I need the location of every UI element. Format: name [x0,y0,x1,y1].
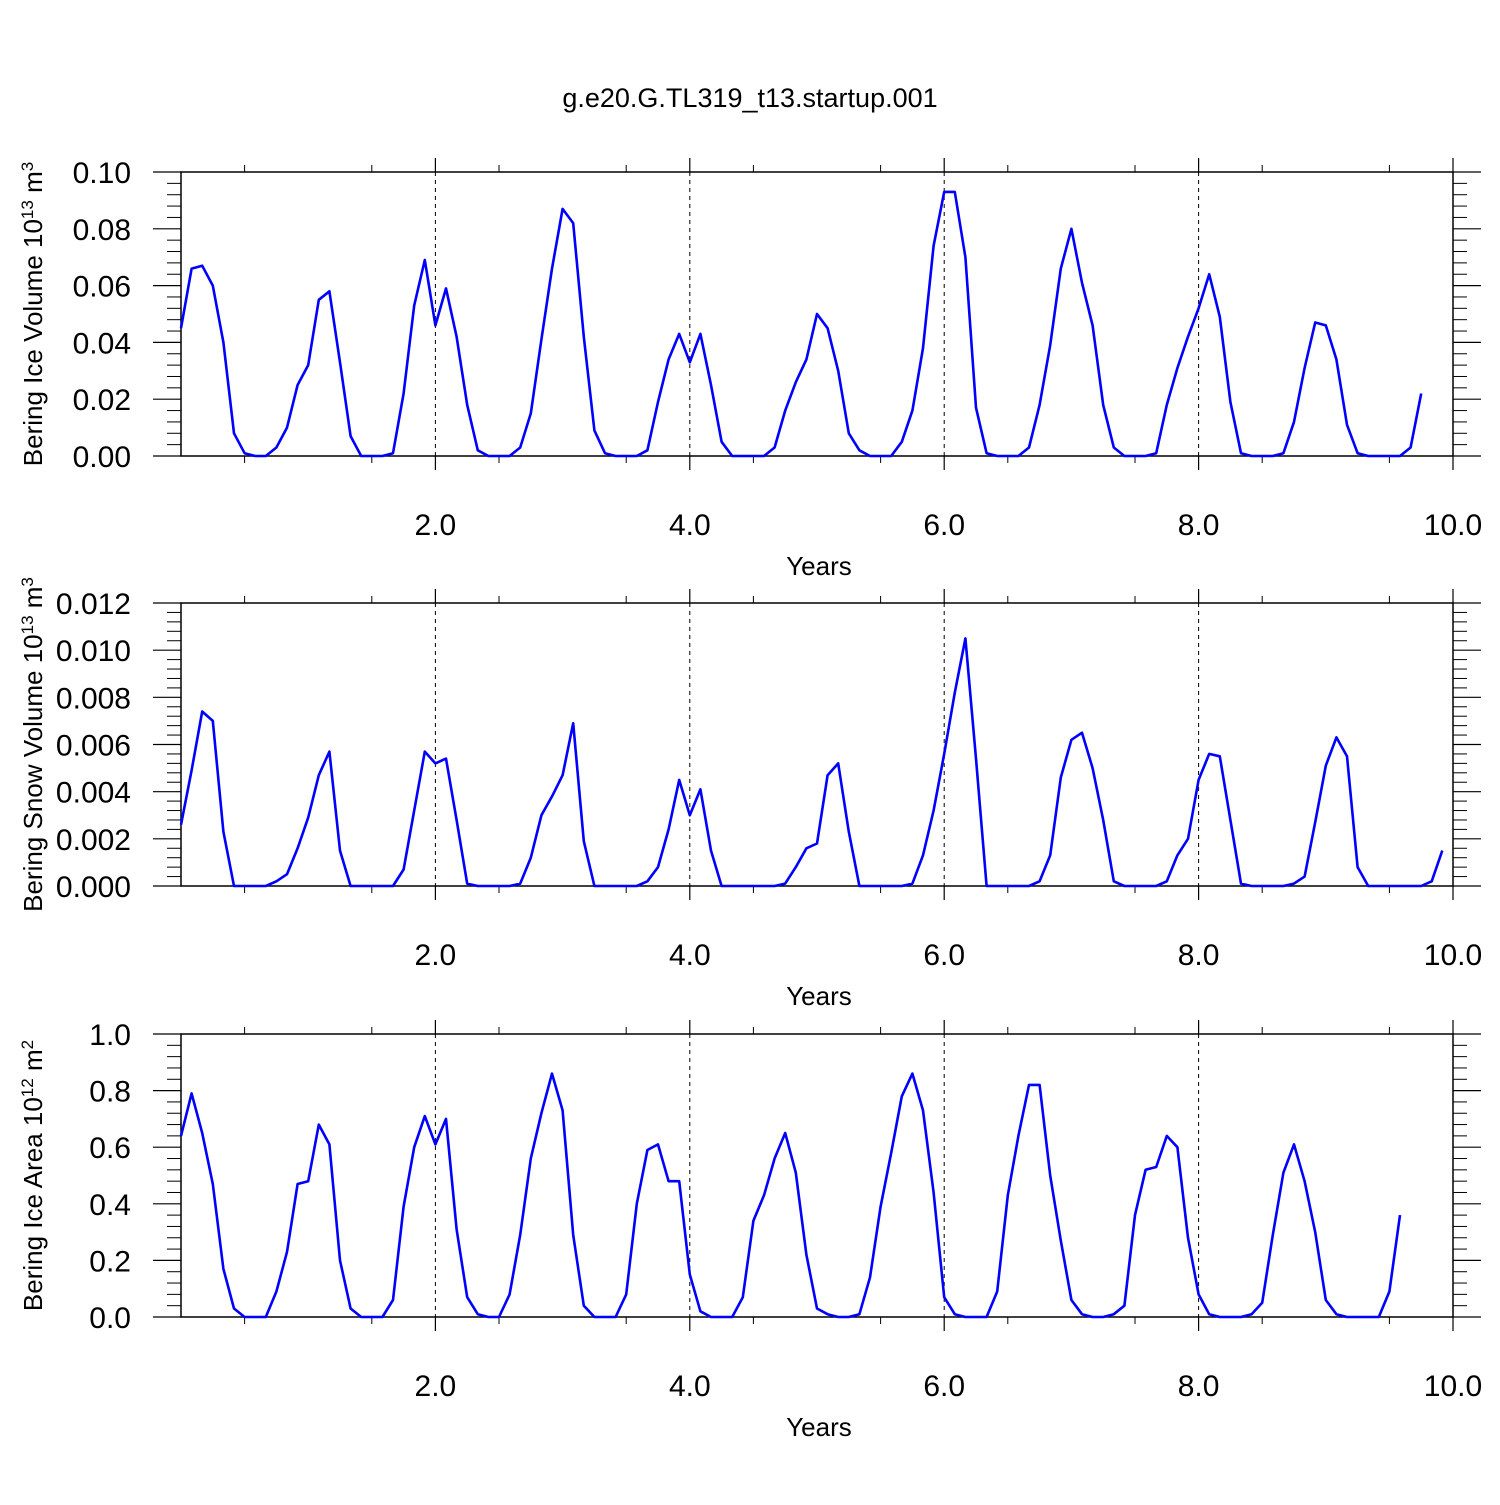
chart-title: g.e20.G.TL319_t13.startup.001 [562,83,937,113]
chart2-y-tick-label: 0.000 [56,871,131,904]
chart3-y-tick-label: 1.0 [89,1019,131,1052]
chart2-x-tick-label: 6.0 [923,939,965,972]
chart1-x-tick-label: 2.0 [415,509,457,542]
chart2-x-axis-label: Years [786,981,852,1011]
chart1-plot-frame [180,171,1454,457]
chart1-y-axis-label-superscript: 13 [18,200,37,219]
chart3-y-tick-label: 0.2 [89,1245,131,1278]
chart3-y-tick-label: 0.4 [89,1189,131,1222]
chart2-y-axis-label-text: m [18,587,48,616]
chart2-y-axis-label-superscript: 3 [18,577,37,586]
chart3-y-axis-label-superscript: 2 [18,1040,37,1049]
chart1-y-tick-label: 0.08 [73,214,131,247]
chart1-y-tick-label: 0.02 [73,384,131,417]
chart1-y-tick-label: 0.06 [73,271,131,304]
chart1-x-tick-label: 8.0 [1178,509,1220,542]
chart2-y-tick-label: 0.010 [56,635,131,668]
chart1-x-axis-label: Years [786,551,852,581]
chart3-y-tick-label: 0.6 [89,1132,131,1165]
chart3-series-line [179,1072,1402,1319]
chart1-x-tick-label: 10.0 [1424,509,1482,542]
chart2-x-tick-label: 2.0 [415,939,457,972]
chart1-y-axis-label: Bering Ice Volume 1013 m3 [18,162,49,466]
chart2-y-tick-label: 0.006 [56,730,131,763]
chart2-y-tick-label: 0.004 [56,777,131,810]
chart1-y-axis-label-text: m [18,171,48,200]
chart2-x-tick-label: 4.0 [669,939,711,972]
chart3-x-tick-label: 8.0 [1178,1370,1220,1403]
chart3-y-axis-label-text: m [18,1049,48,1078]
chart2-y-axis-label-text: Bering Snow Volume 10 [18,634,48,912]
chart3-y-axis-label: Bering Ice Area 1012 m2 [18,1040,49,1311]
chart3-y-axis-label-text: Bering Ice Area 10 [18,1097,48,1311]
chart3-x-tick-label: 2.0 [415,1370,457,1403]
chart1-x-tick-label: 6.0 [923,509,965,542]
chart3-x-tick-label: 4.0 [669,1370,711,1403]
chart1-y-tick-label: 0.00 [73,441,131,474]
chart1-y-tick-label: 0.04 [73,327,131,360]
chart1-y-tick-label: 0.10 [73,157,131,190]
chart2-y-axis-label: Bering Snow Volume 1013 m3 [18,577,49,912]
chart2-y-tick-label: 0.002 [56,824,131,857]
chart2-x-tick-label: 8.0 [1178,939,1220,972]
chart1-series-line [179,190,1423,458]
chart1-x-tick-label: 4.0 [669,509,711,542]
chart1-y-axis-label-superscript: 3 [18,162,37,171]
chart3-y-tick-label: 0.8 [89,1076,131,1109]
chart2-y-tick-label: 0.012 [56,588,131,621]
chart3-x-axis-label: Years [786,1412,852,1442]
chart2-y-axis-label-superscript: 13 [18,615,37,634]
chart2-x-tick-label: 10.0 [1424,939,1482,972]
chart3-plot-frame [180,1033,1454,1318]
chart2-series-line [179,637,1444,888]
chart1-y-axis-label-text: Bering Ice Volume 10 [18,219,48,466]
chart3-y-axis-label-superscript: 12 [18,1078,37,1097]
chart2-y-tick-label: 0.008 [56,682,131,715]
chart3-y-tick-label: 0.0 [89,1302,131,1335]
chart3-x-tick-label: 10.0 [1424,1370,1482,1403]
chart3-x-tick-label: 6.0 [923,1370,965,1403]
